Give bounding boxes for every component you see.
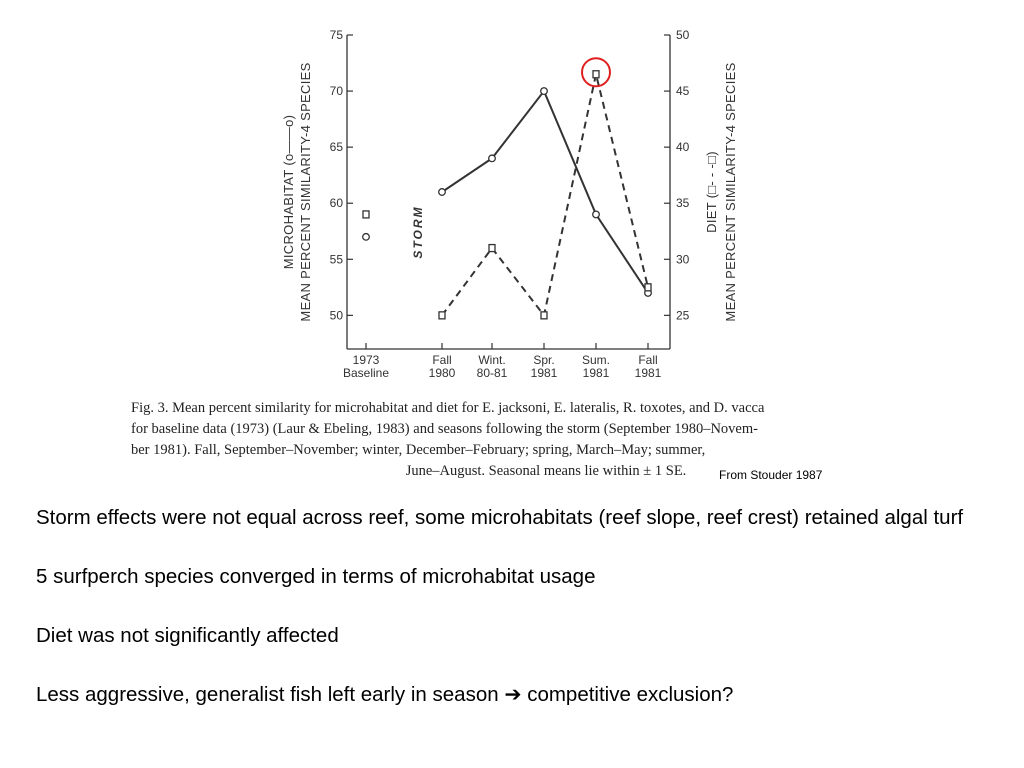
bullet-convergence: 5 surfperch species converged in terms o… [36, 565, 596, 588]
data-point-diet [592, 70, 600, 79]
y-tick-label-left: 65 [330, 140, 344, 154]
caption-line: ber 1981). Fall, September–November; win… [131, 442, 706, 458]
x-tick-label: Fall [432, 353, 451, 367]
y-tick-label-left: 50 [330, 308, 344, 322]
x-tick-label: Wint. [478, 353, 505, 367]
x-tick-label: 1981 [635, 366, 662, 380]
y-tick-label-right: 35 [676, 196, 690, 210]
data-point-microhabitat [592, 210, 600, 219]
bullet-storm-effects: Storm effects were not equal across reef… [36, 506, 964, 529]
data-point-microhabitat [362, 232, 370, 241]
bullet-diet: Diet was not significantly affected [36, 624, 339, 647]
source-credit: From Stouder 1987 [719, 468, 823, 482]
y-axis-title-right: DIET (□- - -□) [704, 151, 719, 233]
storm-annotation: STORM [411, 205, 425, 258]
chart-series [362, 57, 652, 320]
y-axis-title-left: MICROHABITAT (o——o) [281, 115, 296, 270]
caption-line: for baseline data (1973) (Laur & Ebeling… [131, 421, 758, 437]
x-tick-label: 1973 [353, 353, 380, 367]
figure-caption: Fig. 3. Mean percent similarity for micr… [131, 398, 901, 482]
caption-line: June–August. Seasonal means lie within ±… [405, 463, 687, 479]
x-tick-label: Spr. [533, 353, 554, 367]
x-tick-label: 1981 [531, 366, 558, 380]
bullet-competitive-exclusion: Less aggressive, generalist fish left ea… [36, 683, 734, 706]
y-tick-label-left: 75 [330, 28, 344, 42]
y-tick-label-left: 55 [330, 252, 344, 266]
y-axis-title-right-2: MEAN PERCENT SIMILARITY-4 SPECIES [723, 62, 738, 321]
data-point-microhabitat [438, 188, 446, 196]
x-tick-label: Baseline [343, 366, 389, 380]
data-point-microhabitat [540, 87, 548, 96]
data-point-diet [540, 311, 548, 320]
bullet-list: Storm effects were not equal across reef… [36, 503, 1006, 739]
series-line-diet [441, 74, 649, 318]
data-point-diet [438, 311, 446, 320]
x-tick-label: Sum. [582, 353, 610, 367]
data-point-microhabitat [488, 154, 496, 163]
y-tick-label-right: 40 [676, 140, 690, 154]
data-point-diet [488, 243, 496, 253]
y-tick-label-right: 45 [676, 84, 690, 98]
y-tick-label-left: 70 [330, 84, 344, 98]
x-tick-label: Fall [638, 353, 657, 367]
x-tick-label: 80-81 [477, 366, 508, 380]
y-axis-title-left-2: MEAN PERCENT SIMILARITY-4 SPECIES [298, 62, 313, 321]
y-tick-label-right: 30 [676, 252, 690, 266]
y-tick-label-right: 25 [676, 308, 690, 322]
y-tick-label-right: 50 [676, 28, 690, 42]
y-tick-label-left: 60 [330, 196, 344, 210]
x-tick-label: 1981 [583, 366, 610, 380]
x-tick-label: 1980 [429, 366, 456, 380]
chart-axes [346, 34, 671, 350]
highlight-circle [581, 57, 611, 88]
data-point-diet [644, 283, 652, 292]
caption-line: Fig. 3. Mean percent similarity for micr… [131, 400, 765, 416]
data-point-diet [362, 210, 370, 219]
series-line-microhabitat [441, 89, 649, 294]
